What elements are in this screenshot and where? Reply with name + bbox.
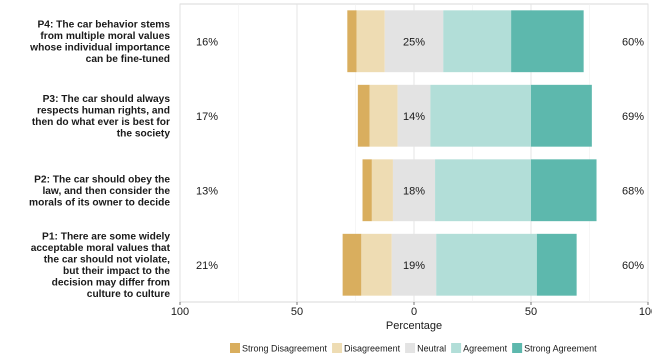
bar-segment-disagreement [371,159,393,222]
x-tick-label: 0 [411,306,417,318]
category-label-line: P3: The car should always [43,94,171,105]
left-percent-label: 16% [196,36,218,48]
neutral-percent-label: 19% [403,260,425,272]
category-label: P3: The car should always respects human … [32,94,170,140]
bar-segment-strong-agreement [531,159,597,222]
bar-segment-agreement [430,84,531,147]
neutral-percent-label: 14% [403,111,425,123]
legend-swatch [451,343,462,353]
legend-swatch [332,343,343,353]
left-percent-label: 13% [196,185,218,197]
legend-label: Neutral [417,344,446,354]
category-label-line: P1: There are some widely [42,232,170,243]
neutral-percent-label: 25% [403,36,425,48]
legend-label: Agreement [463,344,508,354]
bar-segment-neutral [391,233,437,296]
x-tick-label: 50 [291,306,303,318]
category-label-line: P2: The car should obey the [34,174,170,185]
bar-segment-agreement [435,159,531,222]
legend: Strong Disagreement Disagreement Neutral Ag… [230,343,597,354]
x-axis-title: Percentage [386,320,442,332]
category-label: P1: There are some widely acceptable mora… [31,232,171,301]
category-label-line: can be fine-tuned [86,54,170,65]
bar-segment-disagreement [361,233,392,296]
category-label-line: from multiple moral values [40,31,170,42]
bar-segment-strong-agreement [531,84,592,147]
category-labels: P4: The car behavior stems from multiple … [29,20,171,301]
category-label-line: then do what ever is best for [32,117,170,128]
bar-segment-agreement [436,233,537,296]
bar-segment-strong-disagreement [357,84,370,147]
bar-segment-neutral [397,84,431,147]
left-percent-label: 21% [196,260,218,272]
category-label-line: morals of its owner to decide [29,197,170,208]
right-percent-label: 60% [622,36,644,48]
x-axis-ticks: 100 50 0 50 100 [171,302,652,318]
left-percent-label: 17% [196,111,218,123]
right-percent-label: 68% [622,185,644,197]
x-tick-label: 100 [639,306,652,318]
bars [342,10,597,296]
category-label: P2: The car should obey the law, and then… [29,174,170,208]
legend-swatch [230,343,240,353]
right-percent-label: 69% [622,111,644,123]
neutral-percent-label: 18% [403,185,425,197]
percent-labels: 16% 25% 60% 17% 14% 69% 13% 18% 68% 21% 19% 60% [196,36,644,272]
legend-swatch [512,343,523,353]
right-percent-label: 60% [622,260,644,272]
category-label-line: law, and then consider the [42,186,170,197]
category-label: P4: The car behavior stems from multiple … [29,20,170,66]
bar-segment-strong-disagreement [362,159,372,222]
legend-label: Strong Disagreement [242,344,328,354]
category-label-line: P4: The car behavior stems [38,20,171,31]
bar-segment-neutral [392,159,436,222]
bar-segment-disagreement [369,84,398,147]
bar-segment-agreement [443,10,512,73]
x-tick-label: 50 [525,306,537,318]
category-label-line: whose individual importance [29,43,170,54]
category-label-line: acceptable moral values that [31,243,171,254]
legend-label: Disagreement [344,344,401,354]
legend-label: Strong Agreement [524,344,597,354]
legend-swatch [405,343,416,353]
x-tick-label: 100 [171,306,189,318]
category-label-line: the car should not violate, [44,255,170,266]
bar-segment-strong-disagreement [347,10,357,73]
bar-segment-disagreement [356,10,385,73]
category-label-line: respects human rights, and [37,106,170,117]
bar-segment-strong-agreement [536,233,577,296]
bar-segment-strong-disagreement [342,233,362,296]
bar-segment-neutral [384,10,444,73]
category-label-line: but their impact to the [63,266,170,277]
category-label-line: decision may differ from [52,278,170,289]
category-label-line: culture to culture [87,289,171,300]
bar-segment-strong-agreement [511,10,584,73]
category-label-line: the society [117,129,171,140]
